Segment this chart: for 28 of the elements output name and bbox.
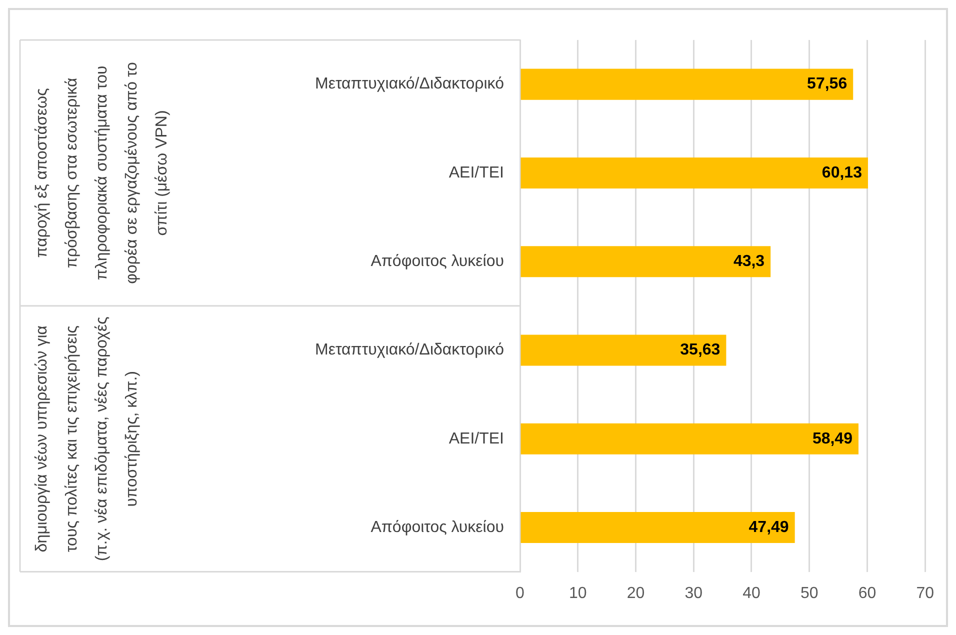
x-tick-label: 60 [858, 584, 876, 602]
text: παροχή εξ αποστάσεως πρόσβασης στα εσωτερικά πληροφοριακά συστήματα του φορέα σε εργαζομένους από το σπίτι (μέσω VPN) [33, 62, 170, 284]
y-tick-label: Μεταπτυχιακό/Διδακτορικό [314, 342, 504, 359]
y-tick-label: ΑΕΙ/ΤΕΙ [448, 430, 504, 448]
bar [520, 423, 858, 454]
data-label: 60,13 [822, 164, 862, 182]
y-tick-label: Μεταπτυχιακό/Διδακτορικό [314, 76, 504, 93]
x-tick-label: 10 [568, 584, 587, 602]
x-tick-label: 20 [626, 584, 645, 602]
x-tick-label: 40 [742, 584, 760, 602]
x-tick-label: 50 [800, 584, 818, 602]
bar [520, 334, 726, 366]
x-tick-label: 70 [916, 584, 934, 602]
data-label: 35,63 [680, 342, 720, 359]
y-tick-label: ΑΕΙ/ΤΕΙ [448, 164, 504, 182]
data-label: 58,49 [812, 430, 853, 448]
x-tick-label: 0 [516, 584, 525, 602]
x-tick-label: 30 [684, 584, 703, 602]
data-label: 57,56 [807, 76, 848, 93]
bar [520, 68, 854, 100]
text: δημιουργία νέων υπηρεσιών για τους πολίτες και τις επιχειρήσεις (π.χ. νέα επιδόματα, νέες παροχές υποστήριξης, κλπ.) [33, 316, 140, 562]
y-tick-label: Απόφοιτος λυκείου [370, 518, 504, 536]
y-tick-label: Απόφοιτος λυκείου [370, 252, 504, 270]
bar [520, 512, 795, 543]
bar [520, 157, 868, 188]
data-label: 43,3 [733, 252, 765, 270]
bar [520, 246, 771, 278]
data-label: 47,49 [748, 518, 789, 536]
